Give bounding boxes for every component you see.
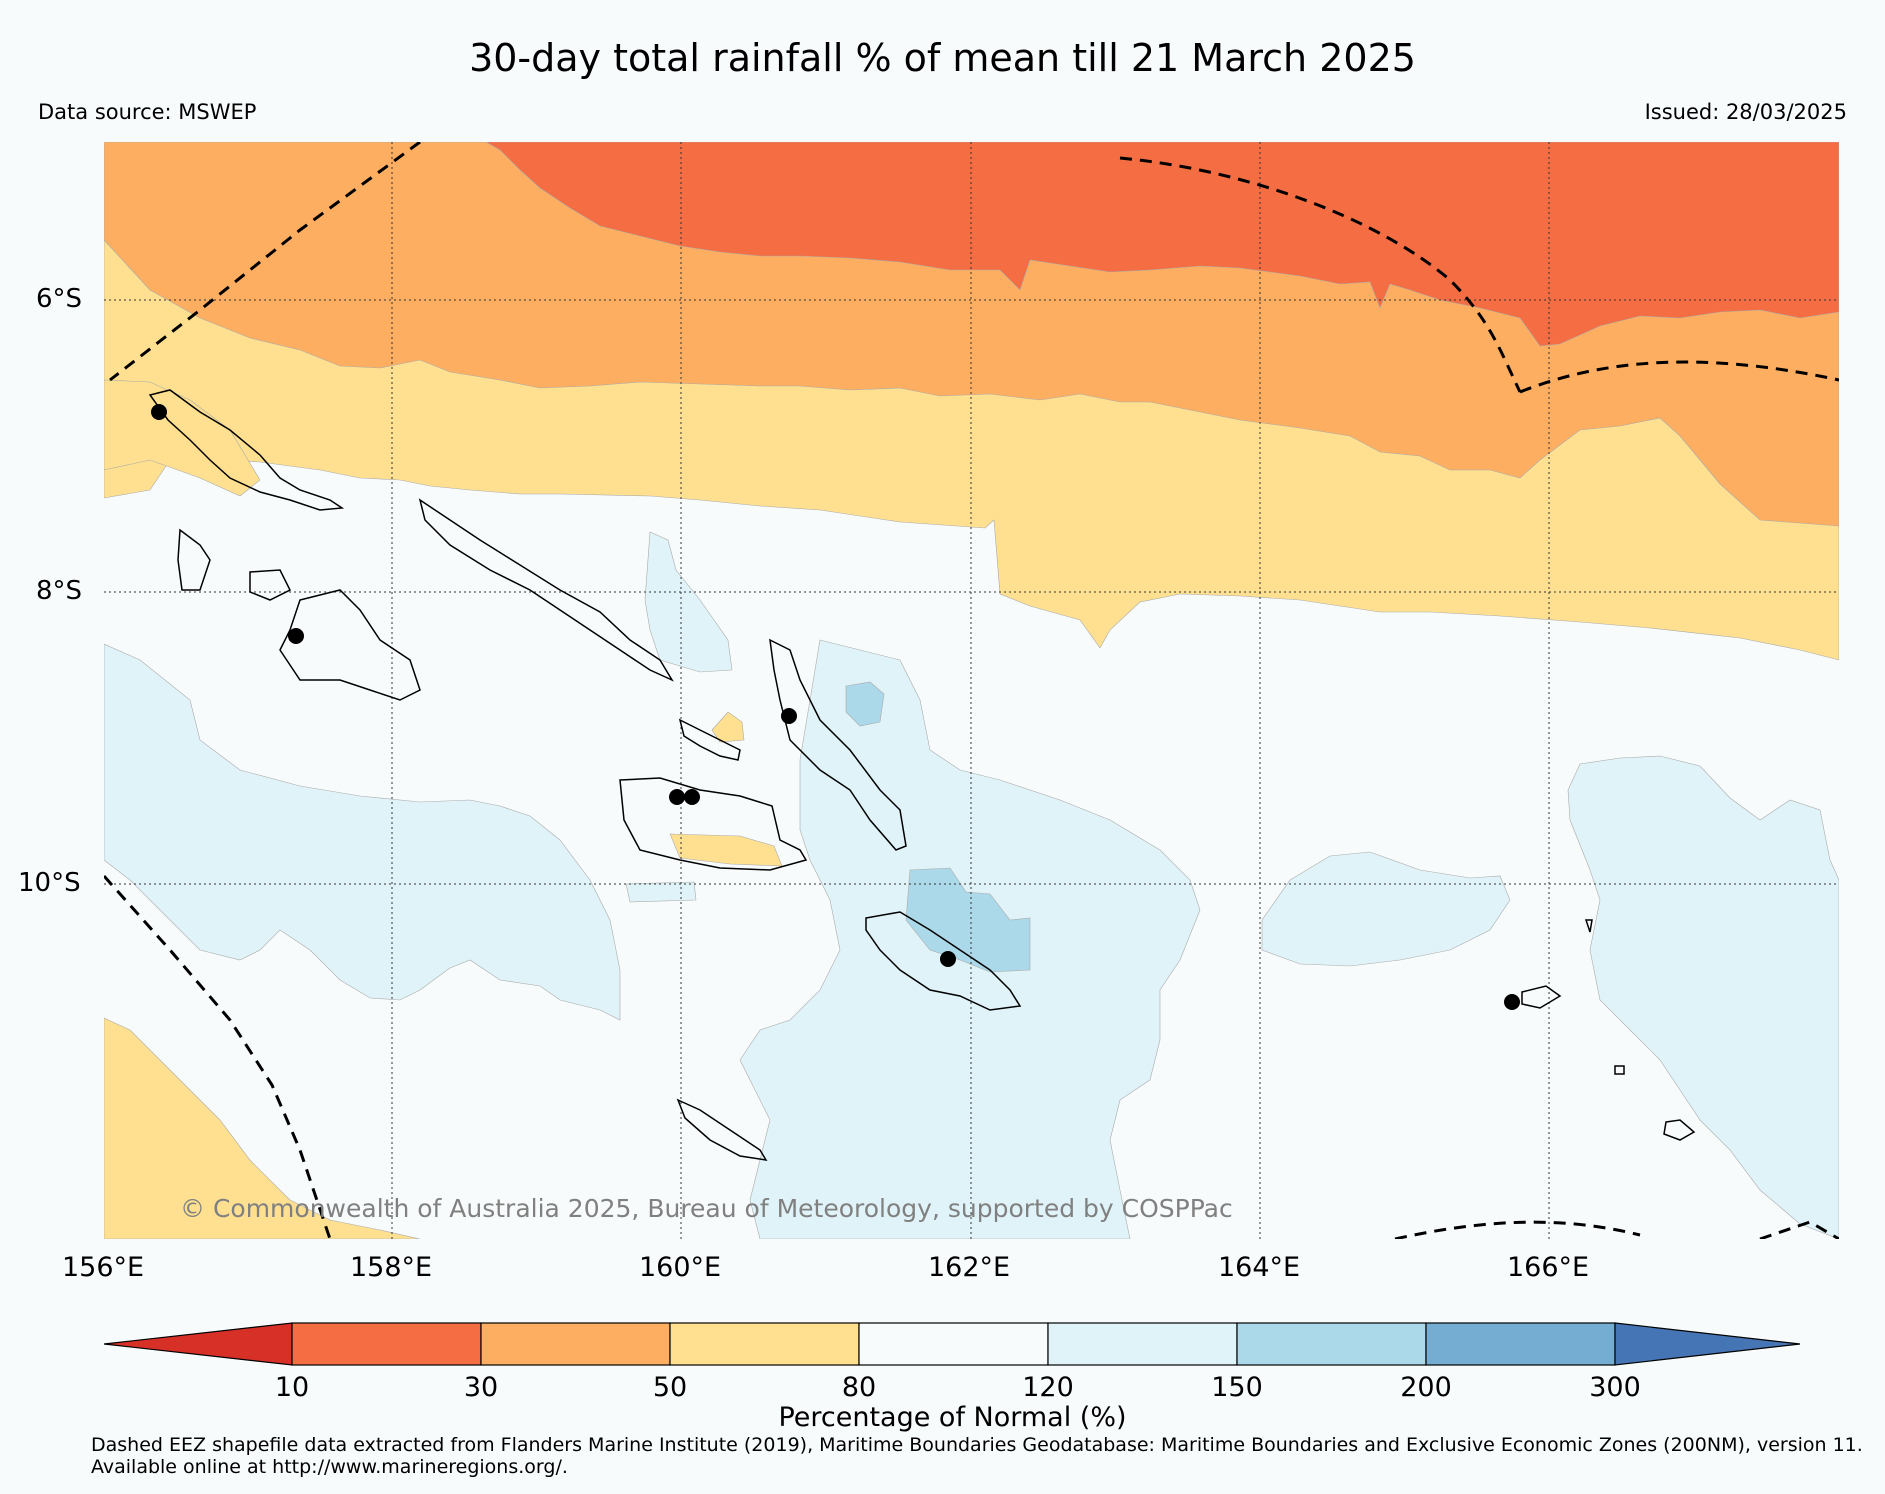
graticule: [104, 142, 1839, 1239]
colorbar-tick-80: 80: [841, 1372, 877, 1403]
coastlines: [148, 389, 1696, 1161]
map-title: 30-day total rainfall % of mean till 21 …: [469, 36, 1416, 80]
issued-date: Issued: 28/03/2025: [1644, 100, 1847, 124]
lat-label-10s: 10°S: [18, 868, 81, 898]
copyright-credit: © Commonwealth of Australia 2025, Bureau…: [180, 1194, 1233, 1223]
contour-120-150-west: [104, 643, 621, 1021]
colorbar-swatch-50-80: [669, 1322, 860, 1366]
eez-boundaries: [104, 142, 1839, 1239]
colorbar-tick-10: 10: [274, 1372, 310, 1403]
colorbar-tick-150: 150: [1211, 1372, 1263, 1403]
colorbar-swatch-10-30: [291, 1322, 482, 1366]
lon-label-164e: 164°E: [1218, 1252, 1301, 1283]
map-area: [104, 142, 1839, 1239]
lon-label-158e: 158°E: [350, 1252, 433, 1283]
station-markers: [151, 404, 1520, 1010]
lon-label-166e: 166°E: [1507, 1252, 1590, 1283]
colorbar-tick-30: 30: [463, 1372, 499, 1403]
footnote-line-1: Dashed EEZ shapefile data extracted from…: [91, 1434, 1863, 1456]
data-source-label: Data source: MSWEP: [38, 100, 257, 124]
contour-120-150-islet: [644, 531, 733, 673]
colorbar-swatch-80-120: [858, 1322, 1049, 1366]
colorbar-tick-200: 200: [1400, 1372, 1452, 1403]
lon-label-162e: 162°E: [928, 1252, 1011, 1283]
colorbar-swatch-120-150: [1047, 1322, 1238, 1366]
colorbar-tick-120: 120: [1022, 1372, 1074, 1403]
contour-50-80-south-west: [104, 1017, 421, 1239]
contour-120-150-east-a: [1261, 851, 1511, 967]
lat-label-8s: 8°S: [36, 576, 83, 606]
colorbar: [103, 1322, 1801, 1366]
colorbar-swatch-below-10: [103, 1322, 293, 1366]
lon-label-160e: 160°E: [639, 1252, 722, 1283]
colorbar-swatch-150-200: [1236, 1322, 1427, 1366]
lon-label-156e: 156°E: [62, 1252, 145, 1283]
footnote-line-2: Available online at http://www.marinereg…: [91, 1456, 568, 1478]
colorbar-title: Percentage of Normal (%): [778, 1402, 1127, 1433]
colorbar-tick-50: 50: [652, 1372, 688, 1403]
colorbar-tick-300: 300: [1589, 1372, 1641, 1403]
contour-150-200-b: [905, 867, 1031, 973]
contour-10-30: [485, 142, 1839, 347]
lat-label-6s: 6°S: [36, 284, 83, 314]
contour-120-150-small: [625, 881, 697, 903]
colorbar-swatch-200-300: [1425, 1322, 1616, 1366]
colorbar-swatch-30-50: [480, 1322, 671, 1366]
contour-120-150-east-b: [1567, 755, 1839, 1239]
colorbar-swatch-above-300: [1614, 1322, 1801, 1366]
contour-150-200-a: [845, 681, 885, 727]
